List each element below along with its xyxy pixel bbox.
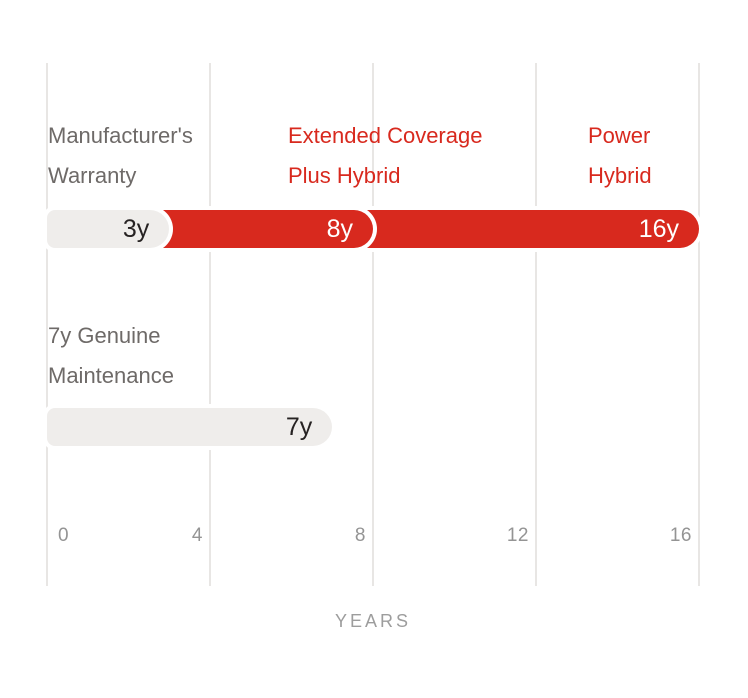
segment-heading-line: Maintenance <box>48 363 174 388</box>
gridline-year-16 <box>698 63 700 586</box>
segment-heading-line: Manufacturer's <box>48 123 193 148</box>
bar-value-label-extended-coverage-plus-hybrid: 8y <box>326 214 353 243</box>
segment-heading-genuine-maintenance: 7y Genuine Maintenance <box>48 316 174 396</box>
x-tick-label-4: 4 <box>191 525 203 546</box>
x-tick-label-16: 16 <box>669 525 692 546</box>
gridline-year-8 <box>372 63 374 586</box>
segment-heading-line: Power <box>588 123 651 148</box>
x-tick-label-8: 8 <box>354 525 366 546</box>
segment-heading-power-hybrid: Power Hybrid <box>588 116 652 196</box>
bar-genuine-maintenance: 7y <box>47 408 333 446</box>
segment-heading-line: Hybrid <box>588 163 652 188</box>
gridline-year-0 <box>46 63 48 586</box>
x-tick-label-12: 12 <box>506 525 529 546</box>
bar-value-label-genuine-maintenance: 7y <box>285 412 313 441</box>
bar-value-label-manufacturers-warranty: 3y <box>122 214 150 243</box>
x-tick-label-0: 0 <box>58 525 70 546</box>
gridline-year-4 <box>209 63 211 586</box>
bar-value-label-power-hybrid: 16y <box>638 214 679 243</box>
segment-heading-line: 7y Genuine <box>48 323 161 348</box>
gridline-year-12 <box>535 63 537 586</box>
segment-heading-line: Plus Hybrid <box>288 163 401 188</box>
segment-heading-line: Extended Coverage <box>288 123 483 148</box>
segment-heading-line: Warranty <box>48 163 137 188</box>
segment-heading-manufacturers-warranty: Manufacturer's Warranty <box>48 116 193 196</box>
x-axis-title: YEARS <box>334 611 412 631</box>
segment-heading-extended-coverage-plus-hybrid: Extended Coverage Plus Hybrid <box>288 116 482 196</box>
bar-manufacturers-warranty: 3y <box>47 210 170 248</box>
